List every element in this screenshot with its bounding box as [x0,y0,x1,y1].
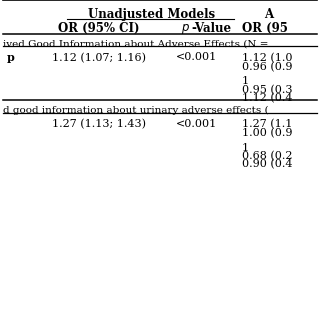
Text: 1.12 (1.07; 1.16): 1.12 (1.07; 1.16) [52,52,146,63]
Text: OR (95: OR (95 [242,22,287,36]
Text: 1.12 (1.0: 1.12 (1.0 [242,52,292,63]
Text: 0.95 (0.3: 0.95 (0.3 [242,84,292,95]
Text: 1: 1 [242,143,249,153]
Text: 1: 1 [242,76,249,86]
Text: -Value: -Value [191,22,231,36]
Text: Unadjusted Models: Unadjusted Models [88,8,216,21]
Text: 1.00 (0.9: 1.00 (0.9 [242,128,292,138]
Text: $p$: $p$ [181,22,190,36]
Text: <0.001: <0.001 [176,52,217,62]
Text: 0.90 (0.4: 0.90 (0.4 [242,159,292,170]
Text: 1.27 (1.1: 1.27 (1.1 [242,119,292,129]
Text: 0.96 (0.9: 0.96 (0.9 [242,61,292,72]
Text: 1.12 (0.4: 1.12 (0.4 [242,93,292,103]
Text: <0.001: <0.001 [176,119,217,129]
Text: OR (95% CI): OR (95% CI) [59,22,140,36]
Text: 0.68 (0.2: 0.68 (0.2 [242,151,292,161]
Text: A: A [264,8,273,21]
Text: d good information about urinary adverse effects (: d good information about urinary adverse… [3,106,269,115]
Text: p: p [6,52,14,63]
Text: ived Good Information about Adverse Effects (N =: ived Good Information about Adverse Effe… [3,39,269,48]
Text: 1.27 (1.13; 1.43): 1.27 (1.13; 1.43) [52,119,146,129]
